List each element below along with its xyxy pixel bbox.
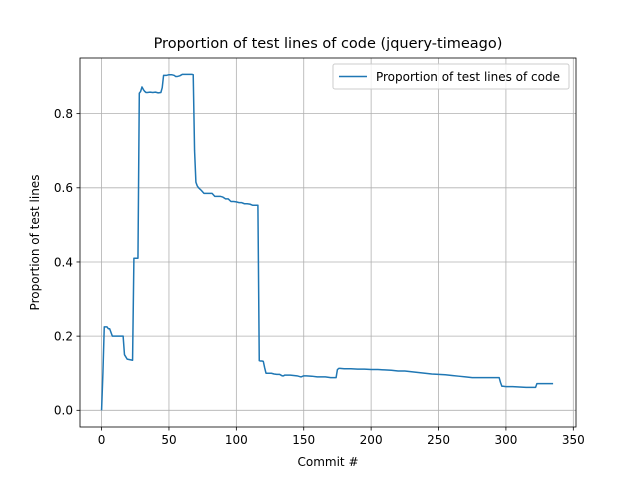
y-tick-label: 0.6: [54, 181, 73, 195]
legend: Proportion of test lines of code: [332, 63, 570, 90]
y-tick-label: 0.0: [54, 404, 73, 418]
y-axis-label: Proportion of test lines: [28, 175, 42, 311]
grid: [80, 58, 576, 427]
plot-frame: [79, 57, 577, 428]
x-tick-label: 0: [98, 433, 106, 447]
x-tick-label: 350: [562, 433, 585, 447]
x-axis-ticks: 0 50 100 150 200 250 300 350: [98, 427, 585, 447]
x-tick-label: 300: [494, 433, 517, 447]
legend-label: Proportion of test lines of code: [376, 70, 560, 84]
y-tick-label: 0.4: [54, 255, 73, 269]
chart-title: Proportion of test lines of code (jquery…: [154, 36, 503, 52]
y-tick-label: 0.2: [54, 329, 73, 343]
y-tick-label: 0.8: [54, 107, 73, 121]
series-line: [100, 73, 554, 411]
x-axis-label: Commit #: [297, 455, 358, 469]
x-tick-label: 250: [427, 433, 450, 447]
x-tick-label: 50: [161, 433, 176, 447]
plot-lines: [100, 73, 554, 411]
x-tick-label: 100: [225, 433, 248, 447]
y-axis-ticks: 0.0 0.2 0.4 0.6 0.8: [54, 107, 80, 418]
x-tick-label: 150: [292, 433, 315, 447]
x-tick-label: 200: [360, 433, 383, 447]
legend-box: [332, 63, 570, 90]
